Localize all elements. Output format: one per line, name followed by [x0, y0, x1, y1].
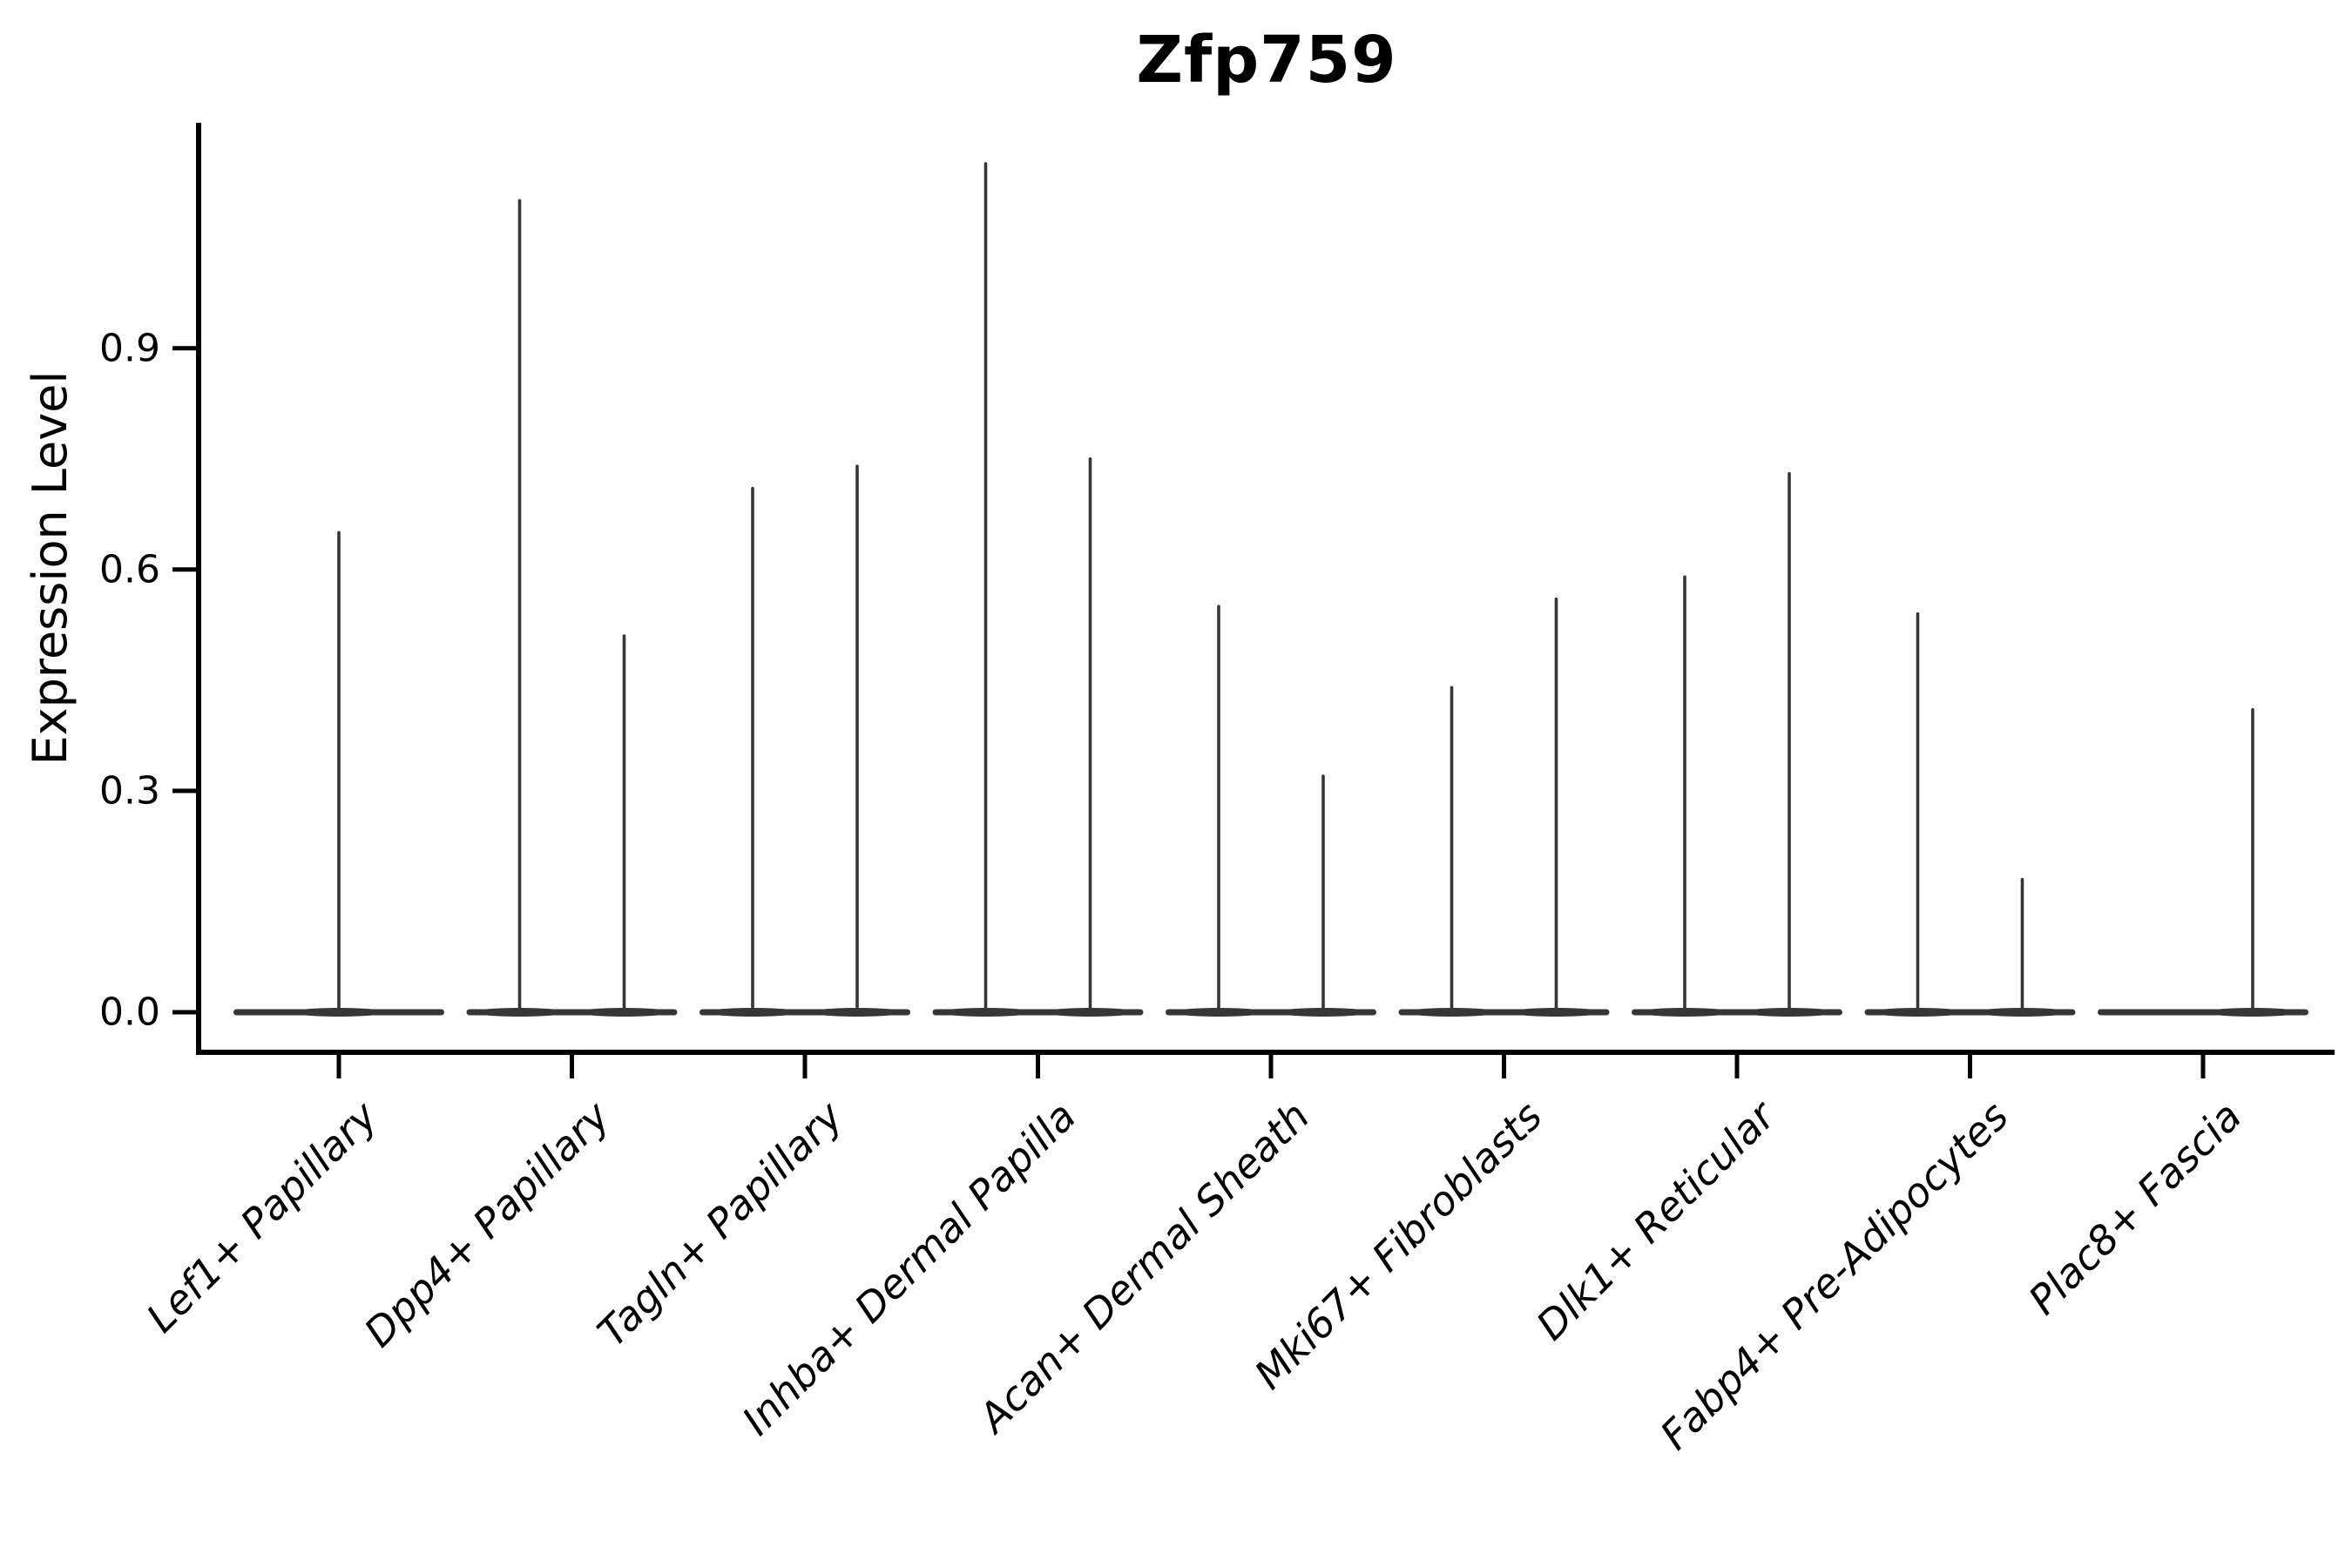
y-tick-label: 0.0	[99, 990, 160, 1035]
chart-title: Zfp759	[1136, 23, 1397, 98]
y-tick-label: 0.3	[99, 768, 160, 814]
y-tick-label: 0.9	[99, 326, 160, 371]
y-axis-label: Expression Level	[23, 370, 78, 766]
y-tick-label: 0.6	[99, 547, 160, 592]
